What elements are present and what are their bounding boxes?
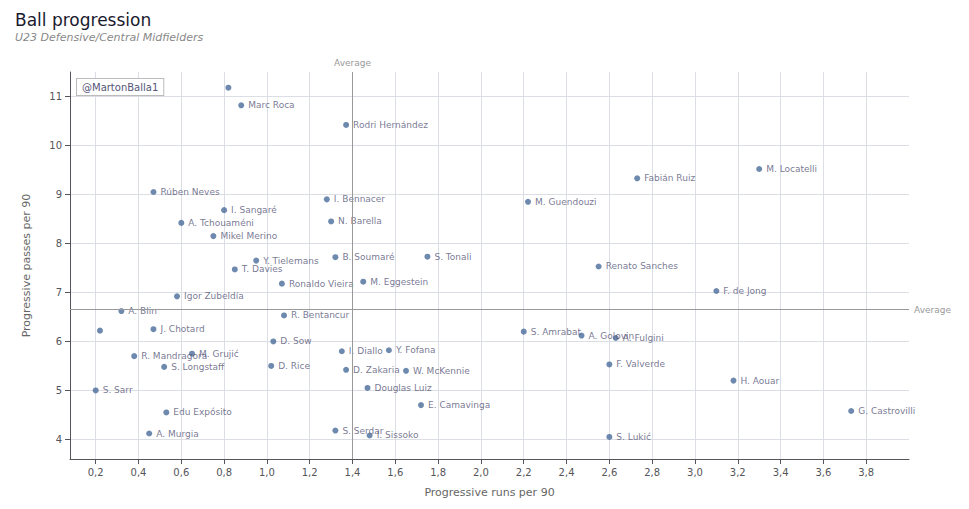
svg-text:A. Golovin: A. Golovin: [589, 331, 635, 341]
svg-text:A. Blin: A. Blin: [128, 306, 157, 316]
svg-text:T. Davies: T. Davies: [241, 264, 283, 274]
svg-text:8: 8: [56, 238, 62, 249]
svg-text:I. Sissoko: I. Sissoko: [376, 430, 419, 441]
svg-text:D. Sow: D. Sow: [280, 336, 311, 346]
svg-text:Progressive passes per 90: Progressive passes per 90: [20, 194, 33, 338]
svg-text:2,2: 2,2: [516, 467, 532, 478]
svg-text:M. Locatelli: M. Locatelli: [766, 164, 817, 174]
svg-text:5: 5: [56, 385, 62, 396]
svg-text:S. Longstaff: S. Longstaff: [171, 362, 225, 372]
svg-text:2,0: 2,0: [473, 467, 489, 478]
svg-text:1,6: 1,6: [387, 467, 403, 478]
svg-text:4: 4: [56, 434, 62, 445]
svg-text:Mikel Merino: Mikel Merino: [220, 231, 277, 241]
svg-text:0,2: 0,2: [88, 467, 104, 478]
svg-text:9: 9: [56, 189, 62, 200]
svg-text:3,4: 3,4: [773, 467, 789, 478]
svg-text:S. Sarr: S. Sarr: [103, 385, 133, 395]
svg-text:F. de Jong: F. de Jong: [723, 286, 766, 296]
svg-text:Ronaldo Vieira: Ronaldo Vieira: [289, 279, 354, 289]
svg-text:Y. Fofana: Y. Fofana: [395, 345, 436, 355]
svg-text:E. Camavinga: E. Camavinga: [428, 400, 490, 410]
svg-text:Average: Average: [914, 305, 951, 315]
svg-text:3,6: 3,6: [815, 467, 831, 478]
svg-text:J. Chotard: J. Chotard: [159, 324, 204, 334]
svg-text:A. Murgia: A. Murgia: [156, 429, 198, 439]
svg-text:G. Castrovilli: G. Castrovilli: [858, 406, 915, 416]
svg-text:2,8: 2,8: [644, 467, 660, 478]
svg-text:R. Bentancur: R. Bentancur: [291, 310, 349, 320]
svg-text:1,2: 1,2: [302, 467, 318, 478]
svg-text:0,8: 0,8: [216, 467, 232, 478]
svg-text:Average: Average: [334, 58, 371, 68]
svg-text:11: 11: [49, 91, 62, 102]
svg-text:R. Mandragora: R. Mandragora: [141, 351, 207, 361]
svg-text:Douglas Luiz: Douglas Luiz: [375, 383, 432, 393]
svg-text:6: 6: [56, 336, 62, 347]
svg-text:Rúben Neves: Rúben Neves: [160, 187, 220, 197]
svg-text:Edu Expósito: Edu Expósito: [173, 407, 232, 417]
svg-text:Renato Sanches: Renato Sanches: [606, 261, 679, 271]
svg-text:I. Diallo: I. Diallo: [349, 346, 383, 356]
svg-text:D. Rice: D. Rice: [278, 361, 310, 371]
svg-text:F. Valverde: F. Valverde: [616, 359, 665, 369]
svg-text:M. Grujić: M. Grujić: [199, 348, 239, 359]
svg-text:S. Amrabat: S. Amrabat: [531, 327, 582, 337]
svg-text:1,8: 1,8: [430, 467, 446, 478]
svg-text:Fabián Ruiz: Fabián Ruiz: [644, 173, 695, 183]
svg-text:Marc Roca: Marc Roca: [248, 100, 294, 110]
svg-text:2,6: 2,6: [601, 467, 617, 478]
svg-text:M. Eggestein: M. Eggestein: [370, 277, 428, 287]
svg-text:S. Serdar: S. Serdar: [342, 426, 383, 436]
svg-text:U23 Defensive/Central Midfield: U23 Defensive/Central Midfielders: [15, 31, 203, 44]
svg-text:0,6: 0,6: [173, 467, 189, 478]
svg-text:N. Barella: N. Barella: [338, 216, 382, 226]
svg-text:W. McKennie: W. McKennie: [413, 366, 470, 376]
svg-text:Rodri Hernández: Rodri Hernández: [353, 120, 428, 130]
svg-text:7: 7: [56, 287, 62, 298]
svg-text:I. Sangaré: I. Sangaré: [231, 205, 277, 215]
svg-text:Igor Zubeldía: Igor Zubeldía: [184, 291, 244, 301]
svg-text:S. Tonali: S. Tonali: [434, 252, 471, 262]
svg-text:3,2: 3,2: [730, 467, 746, 478]
svg-text:1,4: 1,4: [345, 467, 361, 478]
svg-text:A. Fulgini: A. Fulgini: [622, 333, 664, 343]
svg-text:2,4: 2,4: [559, 467, 575, 478]
svg-text:M. Guendouzi: M. Guendouzi: [535, 197, 597, 207]
svg-text:@MartonBalla1: @MartonBalla1: [82, 82, 158, 93]
svg-text:3,8: 3,8: [858, 467, 874, 478]
svg-text:I. Bennacer: I. Bennacer: [334, 194, 385, 204]
svg-text:A. Tchouaméni: A. Tchouaméni: [188, 218, 254, 228]
svg-text:10: 10: [49, 140, 62, 151]
svg-text:S. Lukić: S. Lukić: [616, 432, 651, 442]
svg-text:Progressive runs per 90: Progressive runs per 90: [424, 486, 554, 499]
svg-text:1,0: 1,0: [259, 467, 275, 478]
svg-text:Y. Tielemans: Y. Tielemans: [263, 255, 319, 266]
svg-text:B. Soumaré: B. Soumaré: [342, 252, 395, 262]
svg-text:3,0: 3,0: [687, 467, 703, 478]
svg-text:Ball progression: Ball progression: [15, 10, 151, 30]
svg-text:0,4: 0,4: [131, 467, 147, 478]
svg-text:D. Zakaria: D. Zakaria: [353, 365, 400, 375]
svg-text:H. Aouar: H. Aouar: [740, 376, 779, 386]
